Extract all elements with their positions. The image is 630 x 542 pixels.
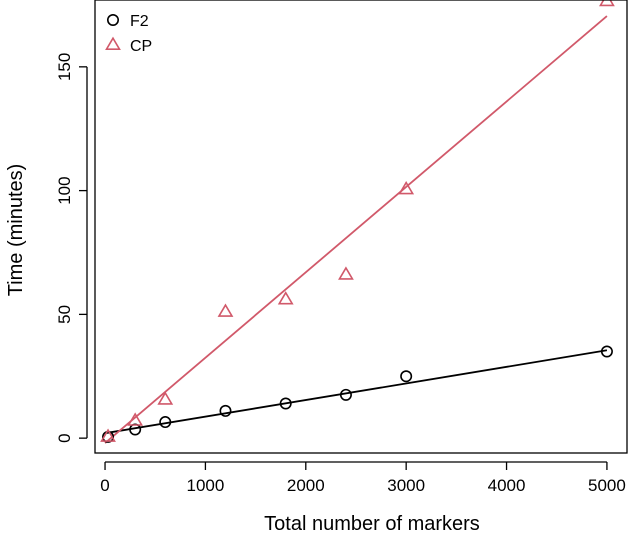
legend: F2 CP <box>105 13 152 55</box>
y-axis-label: Time (minutes) <box>5 164 27 297</box>
legend-marker-f2 <box>107 14 120 26</box>
point-cp <box>157 391 174 405</box>
point-f2 <box>279 397 292 410</box>
point-cp <box>338 266 354 280</box>
plot-frame <box>94 0 628 454</box>
point-f2 <box>219 404 232 417</box>
point-cp <box>398 180 415 195</box>
point-f2 <box>339 388 352 401</box>
y-tick-label: 0 <box>55 433 74 442</box>
x-tick-label: 3000 <box>387 476 425 495</box>
legend-label-cp: CP <box>130 38 152 55</box>
data-points <box>100 0 615 443</box>
y-axis: 0 50 100 150 <box>55 53 88 443</box>
x-tick-label: 2000 <box>287 476 325 495</box>
point-f2 <box>400 370 413 383</box>
legend-marker-cp <box>105 36 121 50</box>
point-f2 <box>159 416 172 429</box>
point-cp <box>100 428 116 442</box>
x-tick-label: 1000 <box>187 476 225 495</box>
y-tick-label: 150 <box>55 53 74 81</box>
point-cp <box>217 303 234 317</box>
x-tick-label: 4000 <box>488 476 526 495</box>
fit-line-f2 <box>104 349 608 435</box>
fit-line-cp <box>104 15 608 444</box>
point-f2 <box>600 345 613 358</box>
y-tick-label: 50 <box>55 305 74 324</box>
point-cp <box>599 0 615 7</box>
x-tick-label: 5000 <box>588 476 626 495</box>
point-cp <box>277 291 294 305</box>
x-tick-label: 0 <box>100 476 109 495</box>
x-axis: 0 1000 2000 3000 4000 5000 <box>100 461 626 495</box>
point-cp <box>127 412 144 426</box>
fit-lines <box>104 15 608 444</box>
x-axis-label: Total number of markers <box>264 513 480 535</box>
y-tick-label: 100 <box>55 176 74 204</box>
legend-label-f2: F2 <box>130 13 149 30</box>
point-f2 <box>102 430 115 443</box>
